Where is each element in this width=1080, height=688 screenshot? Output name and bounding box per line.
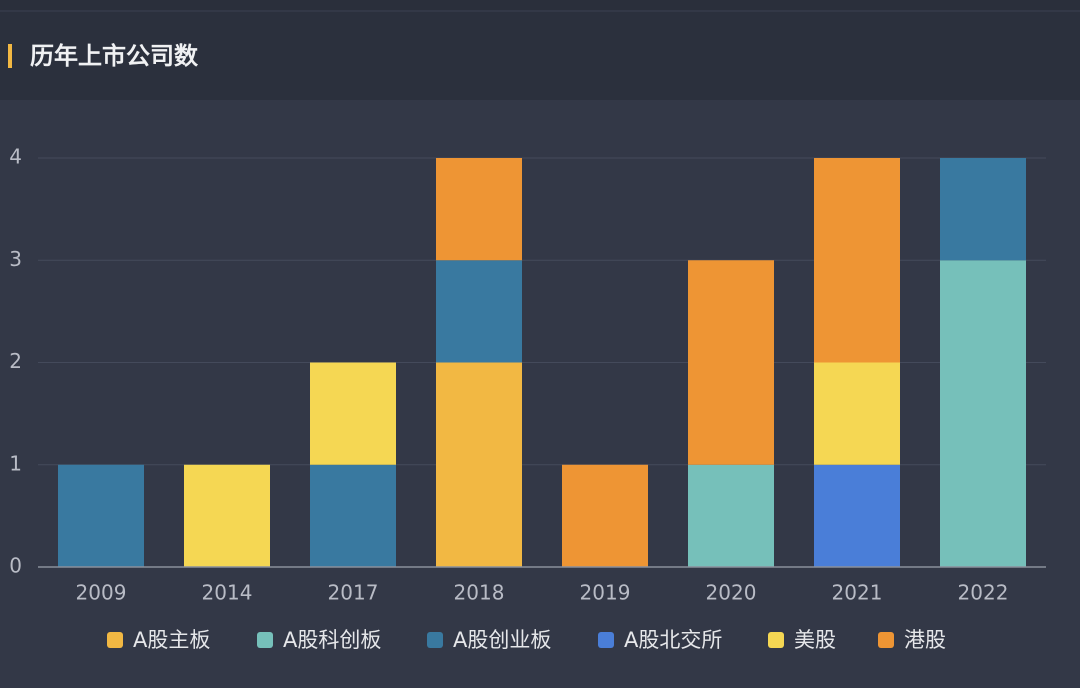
x-tick-label: 2019: [580, 581, 631, 605]
y-tick-label: 2: [9, 349, 22, 373]
bar-segment: [310, 362, 396, 465]
bar-segment: [184, 464, 270, 567]
x-tick-label: 2020: [706, 581, 757, 605]
x-tick-label: 2018: [454, 581, 505, 605]
x-tick-label: 2014: [202, 581, 253, 605]
bar-segment: [310, 464, 396, 567]
bar-segment: [814, 362, 900, 465]
y-tick-label: 0: [9, 554, 22, 578]
bar-segment: [562, 464, 648, 567]
legend-swatch[interactable]: [107, 632, 123, 648]
bar-segment: [688, 464, 774, 567]
x-tick-label: 2009: [76, 581, 127, 605]
legend-swatch[interactable]: [598, 632, 614, 648]
chart-title: 历年上市公司数: [30, 42, 199, 70]
bar-segment: [688, 260, 774, 465]
x-tick-label: 2022: [958, 581, 1009, 605]
legend-label[interactable]: 美股: [794, 628, 836, 652]
bar-segment: [436, 260, 522, 363]
legend-label[interactable]: A股主板: [133, 628, 210, 652]
legend-label[interactable]: A股科创板: [283, 628, 381, 652]
legend-swatch[interactable]: [427, 632, 443, 648]
y-tick-label: 3: [9, 247, 22, 271]
x-tick-label: 2017: [328, 581, 379, 605]
legend-label[interactable]: A股创业板: [453, 628, 551, 652]
bar-segment: [814, 464, 900, 567]
y-tick-label: 4: [9, 145, 22, 169]
y-tick-label: 1: [9, 451, 22, 475]
title-marker: [8, 44, 12, 68]
legend-label[interactable]: A股北交所: [624, 628, 722, 652]
header: [0, 12, 1080, 100]
legend-swatch[interactable]: [878, 632, 894, 648]
legend-swatch[interactable]: [768, 632, 784, 648]
bar-segment: [436, 362, 522, 567]
bar-segment: [58, 464, 144, 567]
bar-segment: [940, 158, 1026, 261]
top-strip: [0, 0, 1080, 10]
legend-swatch[interactable]: [257, 632, 273, 648]
bar-segment: [814, 158, 900, 363]
x-tick-label: 2021: [832, 581, 883, 605]
bar-segment: [436, 158, 522, 261]
bar-segment: [940, 260, 1026, 567]
legend-label[interactable]: 港股: [904, 628, 946, 652]
